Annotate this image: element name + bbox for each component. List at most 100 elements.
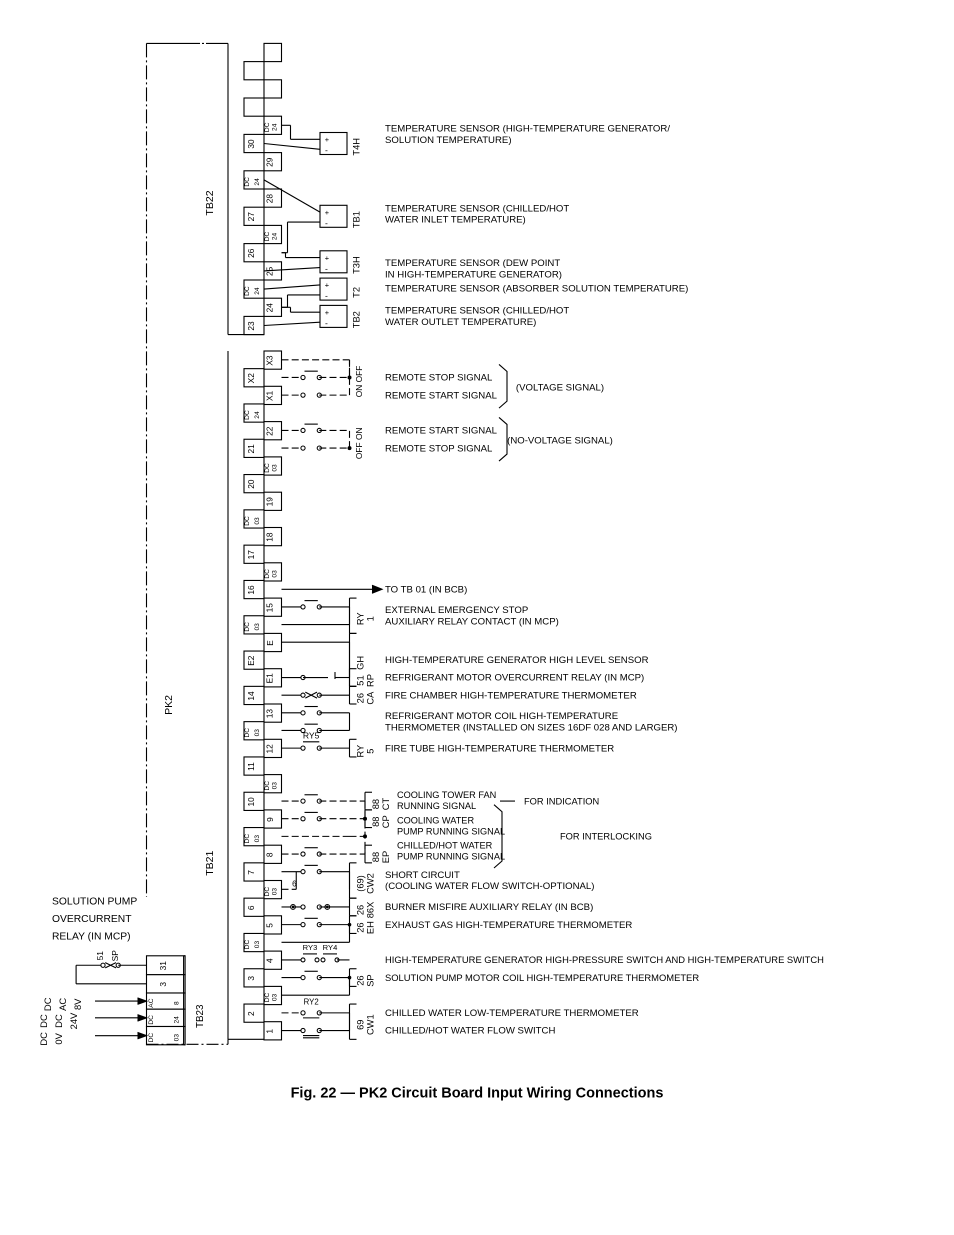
svg-text:13: 13 xyxy=(265,709,275,719)
svg-text:X2: X2 xyxy=(246,373,256,384)
svg-text:15: 15 xyxy=(265,603,275,613)
svg-text:21: 21 xyxy=(246,444,256,454)
svg-text:T2: T2 xyxy=(352,287,362,298)
svg-text:9: 9 xyxy=(265,817,275,822)
svg-text:OFF ON: OFF ON xyxy=(354,427,364,459)
svg-text:+: + xyxy=(325,135,329,144)
svg-text:26: 26 xyxy=(356,975,366,985)
svg-text:31: 31 xyxy=(158,961,168,971)
svg-text:DC: DC xyxy=(42,997,53,1011)
svg-text:TB23: TB23 xyxy=(195,1004,206,1028)
svg-text:03: 03 xyxy=(272,570,279,578)
svg-text:E1: E1 xyxy=(265,673,275,684)
svg-text:THERMOMETER (INSTALLED ON SIZE: THERMOMETER (INSTALLED ON SIZES 16DF 028… xyxy=(385,722,678,733)
svg-text:DC: DC xyxy=(264,781,271,791)
svg-text:Fig. 22 — PK2 Circuit Board In: Fig. 22 — PK2 Circuit Board Input Wiring… xyxy=(291,1086,664,1102)
svg-text:PUMP RUNNING SIGNAL: PUMP RUNNING SIGNAL xyxy=(397,852,505,862)
svg-text:RY2: RY2 xyxy=(304,997,319,1006)
svg-text:DC: DC xyxy=(148,1033,155,1043)
svg-text:88: 88 xyxy=(371,852,381,862)
svg-text:8: 8 xyxy=(174,1001,181,1005)
svg-text:AUXILIARY RELAY CONTACT (IN MC: AUXILIARY RELAY CONTACT (IN MCP) xyxy=(385,616,559,627)
svg-text:03: 03 xyxy=(272,888,279,896)
svg-text:CT: CT xyxy=(381,798,391,811)
svg-text:DC: DC xyxy=(244,410,251,420)
svg-text:RY: RY xyxy=(356,612,366,625)
svg-text:03: 03 xyxy=(254,517,261,525)
svg-text:IN HIGH-TEMPERATURE GENERATOR): IN HIGH-TEMPERATURE GENERATOR) xyxy=(385,269,562,280)
svg-text:RELAY (IN MCP): RELAY (IN MCP) xyxy=(52,932,131,943)
svg-text:GH: GH xyxy=(356,656,366,670)
svg-text:+: + xyxy=(325,208,329,217)
svg-text:TEMPERATURE SENSOR (CHILLED/HO: TEMPERATURE SENSOR (CHILLED/HOT xyxy=(385,204,569,215)
svg-text:X3: X3 xyxy=(265,355,275,366)
svg-text:26: 26 xyxy=(356,922,366,932)
svg-text:DC: DC xyxy=(264,887,271,897)
svg-text:24: 24 xyxy=(254,287,261,295)
svg-text:COOLING TOWER FAN: COOLING TOWER FAN xyxy=(397,790,496,800)
svg-text:26: 26 xyxy=(356,693,366,703)
svg-text:(COOLING WATER FLOW SWITCH-OPT: (COOLING WATER FLOW SWITCH-OPTIONAL) xyxy=(385,881,594,892)
svg-text:03: 03 xyxy=(272,994,279,1002)
svg-text:SHORT CIRCUIT: SHORT CIRCUIT xyxy=(385,870,460,881)
svg-text:TB2: TB2 xyxy=(352,311,362,328)
svg-text:24V: 24V xyxy=(68,1012,79,1029)
svg-text:6: 6 xyxy=(292,879,296,888)
svg-text:17: 17 xyxy=(246,550,256,560)
svg-text:DC: DC xyxy=(244,728,251,738)
svg-text:22: 22 xyxy=(265,426,275,436)
svg-text:24: 24 xyxy=(272,123,279,131)
svg-text:-: - xyxy=(325,145,328,155)
svg-text:DC: DC xyxy=(244,286,251,296)
svg-text:28: 28 xyxy=(265,194,275,204)
svg-text:REFRIGERANT MOTOR COIL HIGH-TE: REFRIGERANT MOTOR COIL HIGH-TEMPERATURE xyxy=(385,711,618,722)
svg-text:+: + xyxy=(325,308,329,317)
svg-text:24: 24 xyxy=(254,411,261,419)
svg-text:27: 27 xyxy=(246,212,256,222)
svg-text:DC: DC xyxy=(38,1014,49,1028)
svg-text:-: - xyxy=(325,218,328,228)
svg-text:TB22: TB22 xyxy=(204,190,216,215)
svg-text:TB1: TB1 xyxy=(352,211,362,228)
svg-text:CP: CP xyxy=(381,815,391,828)
svg-text:88: 88 xyxy=(371,799,381,809)
svg-text:16: 16 xyxy=(246,585,256,595)
svg-text:(VOLTAGE SIGNAL): (VOLTAGE SIGNAL) xyxy=(516,382,604,393)
svg-text:6: 6 xyxy=(246,905,256,910)
svg-text:TEMPERATURE SENSOR (HIGH-TEMPE: TEMPERATURE SENSOR (HIGH-TEMPERATURE GEN… xyxy=(385,124,670,135)
svg-text:COOLING WATER: COOLING WATER xyxy=(397,815,474,825)
svg-text:DC: DC xyxy=(264,993,271,1003)
svg-text:-: - xyxy=(325,263,328,273)
svg-text:REFRIGERANT MOTOR OVERCURRENT: REFRIGERANT MOTOR OVERCURRENT RELAY (IN … xyxy=(385,673,644,684)
svg-text:7: 7 xyxy=(246,870,256,875)
svg-text:PUMP RUNNING SIGNAL: PUMP RUNNING SIGNAL xyxy=(397,826,505,836)
svg-text:03: 03 xyxy=(254,835,261,843)
svg-text:18: 18 xyxy=(265,532,275,542)
svg-text:03: 03 xyxy=(272,782,279,790)
svg-text:5: 5 xyxy=(265,923,275,928)
svg-text:TO TB 01 (IN BCB): TO TB 01 (IN BCB) xyxy=(385,584,467,595)
svg-text:86X: 86X xyxy=(366,902,376,919)
svg-text:+: + xyxy=(325,253,329,262)
svg-text:SP: SP xyxy=(366,974,376,986)
svg-text:WATER INLET TEMPERATURE): WATER INLET TEMPERATURE) xyxy=(385,215,526,226)
svg-text:1: 1 xyxy=(366,616,376,621)
svg-text:CA: CA xyxy=(366,691,376,705)
svg-text:26: 26 xyxy=(356,905,366,915)
svg-text:EXTERNAL EMERGENCY STOP: EXTERNAL EMERGENCY STOP xyxy=(385,605,528,616)
svg-text:24: 24 xyxy=(174,1016,181,1024)
svg-text:RP: RP xyxy=(366,674,376,687)
svg-text:(69): (69) xyxy=(356,875,366,892)
svg-text:REMOTE STOP SIGNAL: REMOTE STOP SIGNAL xyxy=(385,443,493,454)
svg-text:03: 03 xyxy=(254,941,261,949)
svg-text:RY4: RY4 xyxy=(323,943,338,952)
svg-text:X1: X1 xyxy=(265,390,275,401)
svg-text:03: 03 xyxy=(254,623,261,631)
svg-text:03: 03 xyxy=(254,729,261,737)
svg-text:REMOTE START SIGNAL: REMOTE START SIGNAL xyxy=(385,426,498,437)
svg-text:FOR INTERLOCKING: FOR INTERLOCKING xyxy=(560,832,652,842)
svg-text:TEMPERATURE SENSOR (DEW POINT: TEMPERATURE SENSOR (DEW POINT xyxy=(385,258,560,269)
svg-text:FIRE TUBE HIGH-TEMPERATURE THE: FIRE TUBE HIGH-TEMPERATURE THERMOMETER xyxy=(385,743,614,754)
svg-text:SOLUTION TEMPERATURE): SOLUTION TEMPERATURE) xyxy=(385,135,512,146)
svg-text:CHILLED WATER LOW-TEMPERATURE: CHILLED WATER LOW-TEMPERATURE THERMOMETE… xyxy=(385,1008,639,1019)
